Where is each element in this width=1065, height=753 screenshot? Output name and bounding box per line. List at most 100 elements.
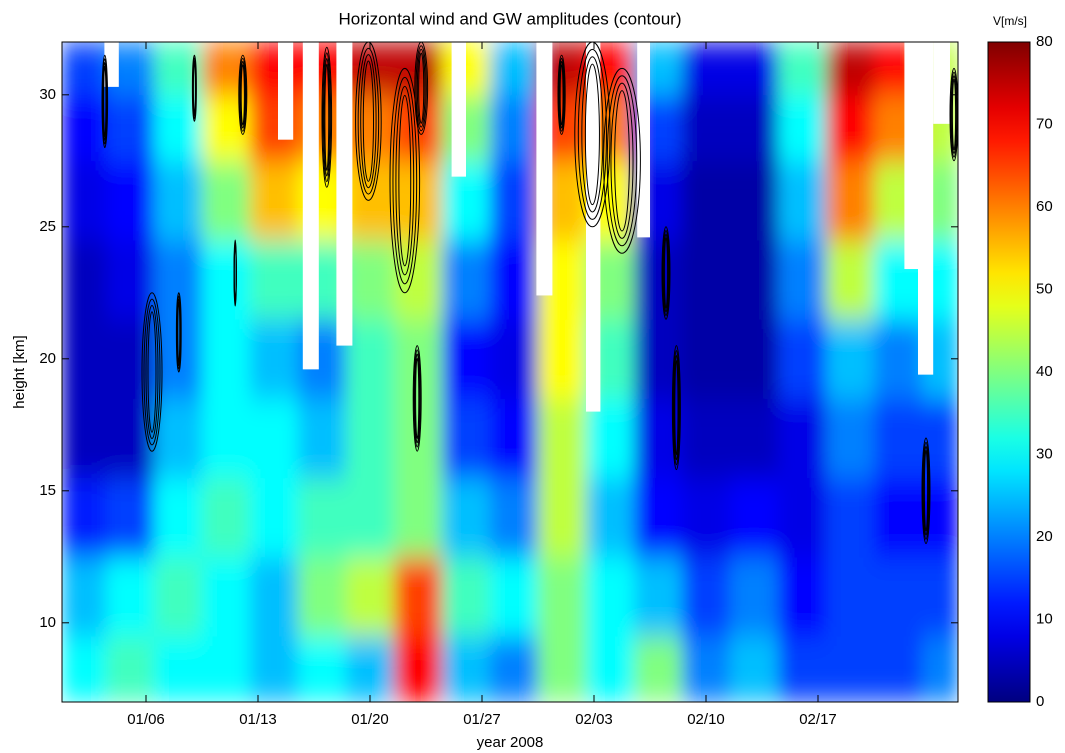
heat-cell [442, 42, 491, 96]
no-data [536, 42, 553, 296]
gw-contour [360, 54, 377, 189]
heat-cell [106, 636, 155, 702]
x-tick-label: 01/06 [127, 711, 165, 728]
heat-cell [490, 160, 539, 241]
heat-cell [62, 240, 107, 320]
heat-cell [826, 319, 875, 399]
gw-contour [574, 42, 611, 228]
heat-cell [538, 319, 587, 399]
gw-contour [610, 82, 634, 239]
heat-cell [394, 477, 443, 558]
gw-contour [557, 54, 566, 135]
gw-contour [322, 52, 332, 183]
heat-cell [154, 477, 203, 558]
heat-cell [442, 240, 491, 320]
gw-contour [239, 57, 247, 132]
gw-contour [672, 350, 681, 466]
heat-cell [62, 398, 107, 479]
gw-contour [663, 233, 669, 313]
heat-cell [874, 477, 923, 558]
heat-cell [634, 636, 683, 702]
y-tick-label: 15 [39, 482, 56, 499]
heat-cell [634, 556, 683, 637]
gw-contour [323, 57, 331, 177]
heat-cell [106, 94, 155, 162]
heat-cell [490, 319, 539, 399]
heat-cell [442, 160, 491, 241]
gw-contour [324, 63, 330, 171]
heat-cell [298, 556, 347, 637]
heat-cell [298, 477, 347, 558]
heat-cell [730, 398, 779, 479]
gw-contour [398, 94, 412, 267]
colorbar-tick-label: 60 [1036, 198, 1053, 215]
colorbar-tick-label: 50 [1036, 280, 1053, 297]
x-axis-label: year 2008 [477, 734, 544, 751]
gw-contour [147, 311, 157, 433]
plot-frame [61, 41, 959, 703]
gw-contour [559, 64, 564, 126]
heat-cell [202, 556, 251, 637]
x-tick-label: 02/17 [799, 711, 837, 728]
gw-contour [674, 359, 679, 456]
heat-cell [202, 477, 251, 558]
heat-cell [826, 636, 875, 702]
heat-cell [346, 636, 395, 702]
gw-contour [145, 304, 159, 440]
heat-cell [538, 477, 587, 558]
heat-cell [202, 319, 251, 399]
no-data [302, 42, 319, 370]
gw-contour [923, 445, 929, 536]
heat-cell [202, 398, 251, 479]
heat-cell [538, 556, 587, 637]
gw-contour [413, 349, 421, 448]
heat-cell [538, 636, 587, 702]
gw-contour [362, 60, 375, 182]
heat-cell [250, 240, 299, 320]
x-tick-label: 01/13 [239, 711, 277, 728]
no-data [336, 42, 353, 346]
gw-contour [414, 353, 421, 444]
heat-cell [826, 240, 875, 320]
heat-cell [154, 556, 203, 637]
heat-cell [778, 636, 827, 702]
gw-contour [603, 67, 641, 254]
colorbar [987, 41, 1031, 703]
y-tick-label: 10 [39, 614, 56, 631]
gw-contour [177, 301, 181, 363]
heat-cell [346, 94, 395, 162]
heat-cell [874, 556, 923, 637]
x-tick-label: 01/27 [463, 711, 501, 728]
y-tick-label: 30 [39, 86, 56, 103]
heat-cell [922, 636, 958, 702]
heat-cell [346, 477, 395, 558]
heat-cell [250, 319, 299, 399]
gw-contour [951, 78, 957, 151]
heat-cell [62, 319, 107, 399]
gw-contour [418, 52, 425, 124]
gw-contour [414, 42, 429, 135]
heat-cell [730, 319, 779, 399]
gw-contour [584, 63, 600, 206]
heat-cell [778, 160, 827, 241]
gw-contour [921, 437, 931, 545]
y-tick-label: 25 [39, 218, 56, 235]
heat-cell [394, 636, 443, 702]
heat-cell [346, 160, 395, 241]
heat-cell [730, 94, 779, 162]
gw-contour [392, 76, 418, 285]
no-data [933, 42, 950, 124]
gw-contour [143, 298, 161, 446]
colorbar-tick-label: 0 [1036, 693, 1044, 710]
gw-contour [238, 54, 248, 135]
heat-cell [634, 240, 683, 320]
heat-cell [62, 556, 107, 637]
heat-cell [202, 42, 251, 96]
heat-cell [250, 398, 299, 479]
heat-cell [874, 636, 923, 702]
heat-cell [682, 398, 731, 479]
heat-cell [634, 477, 683, 558]
heat-cell [62, 477, 107, 558]
gw-contour [102, 58, 108, 145]
